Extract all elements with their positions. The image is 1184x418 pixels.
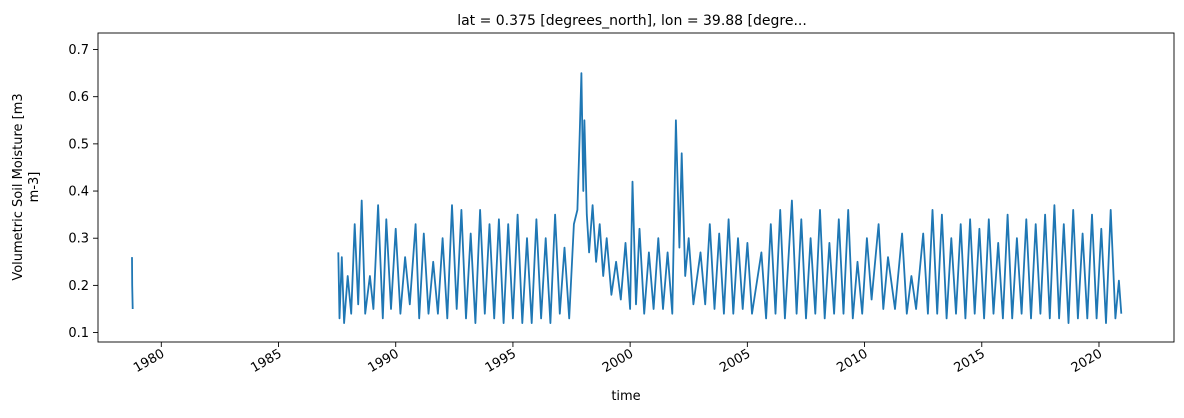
y-axis-label-line1: Volumetric Soil Moisture [m3	[11, 93, 26, 280]
y-tick-label: 0.3	[68, 232, 89, 247]
x-tick-label: 1990	[366, 346, 402, 376]
x-tick-label: 2005	[717, 346, 753, 376]
series-layer	[131, 72, 1123, 325]
y-tick-label: 0.4	[68, 185, 89, 200]
y-axis-label: Volumetric Soil Moisture [m3 m-3]	[11, 93, 42, 280]
x-tick-label: 2000	[600, 346, 636, 376]
y-tick-label: 0.2	[68, 279, 89, 294]
x-axis-ticks: 1980 1985 1990 1995 2000 2005 2010 2015 2020	[131, 342, 1105, 376]
series-line	[131, 257, 134, 310]
x-tick-label: 1995	[483, 346, 519, 376]
y-tick-label: 0.6	[68, 90, 89, 105]
y-axis-ticks: 0.1 0.2 0.3 0.4 0.5 0.6 0.7	[68, 43, 98, 341]
series-line	[337, 72, 1123, 325]
x-tick-label: 2020	[1069, 346, 1105, 376]
x-tick-label: 2010	[834, 346, 870, 376]
y-tick-label: 0.5	[68, 137, 89, 152]
x-axis-label: time	[611, 389, 640, 404]
x-tick-label: 1985	[248, 346, 284, 376]
y-axis-label-line2: m-3]	[27, 172, 42, 203]
y-tick-label: 0.7	[68, 43, 89, 58]
x-tick-label: 2015	[952, 346, 988, 376]
chart-title: lat = 0.375 [degrees_north], lon = 39.88…	[457, 13, 807, 29]
plot-frame	[97, 32, 1175, 343]
y-tick-label: 0.1	[68, 326, 89, 341]
x-tick-label: 1980	[131, 346, 167, 376]
